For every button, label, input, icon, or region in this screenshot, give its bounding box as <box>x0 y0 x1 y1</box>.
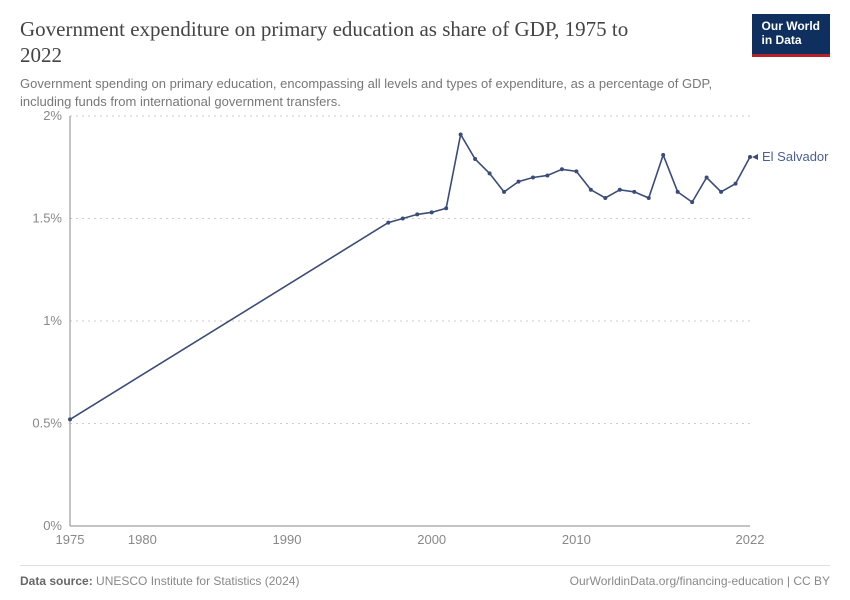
y-tick-label: 0% <box>43 518 62 533</box>
data-point <box>560 167 564 171</box>
logo-line-1: Our World <box>762 19 820 33</box>
data-point <box>632 190 636 194</box>
data-point <box>444 206 448 210</box>
y-tick-label: 1% <box>43 313 62 328</box>
x-tick-label: 1990 <box>273 532 302 547</box>
data-point <box>415 212 419 216</box>
attribution: OurWorldinData.org/financing-education |… <box>570 574 830 588</box>
data-point <box>719 190 723 194</box>
chart-area: 0% 0.5% 1% 1.5% 2% 1975 1980 1990 2000 2010 2022 El… <box>20 110 830 554</box>
data-source: Data source: UNESCO Institute for Statis… <box>20 574 299 588</box>
x-tick-label: 2000 <box>417 532 446 547</box>
logo-line-2: in Data <box>762 33 802 47</box>
data-point <box>459 132 463 136</box>
data-point <box>647 196 651 200</box>
data-point <box>488 171 492 175</box>
data-point <box>603 196 607 200</box>
header: Government expenditure on primary educat… <box>0 0 850 111</box>
data-point <box>734 182 738 186</box>
data-point <box>517 180 521 184</box>
x-tick-label: 1975 <box>56 532 85 547</box>
x-tick-label: 2010 <box>562 532 591 547</box>
data-point <box>661 153 665 157</box>
data-point <box>401 217 405 221</box>
y-tick-label: 2% <box>43 108 62 123</box>
x-tick-label: 1980 <box>128 532 157 547</box>
data-point <box>531 176 535 180</box>
data-point <box>386 221 390 225</box>
x-tick-label: 2022 <box>736 532 765 547</box>
series-label: El Salvador <box>762 149 829 164</box>
data-point <box>430 210 434 214</box>
line-chart: 0% 0.5% 1% 1.5% 2% 1975 1980 1990 2000 2010 2022 El… <box>20 110 830 554</box>
data-point <box>545 173 549 177</box>
data-point <box>574 169 578 173</box>
data-point <box>690 200 694 204</box>
footer: Data source: UNESCO Institute for Statis… <box>20 565 830 588</box>
data-point <box>618 188 622 192</box>
data-point <box>68 417 72 421</box>
series-line <box>70 134 750 419</box>
data-point <box>676 190 680 194</box>
data-point <box>589 188 593 192</box>
y-tick-label: 0.5% <box>32 416 62 431</box>
data-point <box>748 155 752 159</box>
owid-logo: Our World in Data <box>752 14 830 57</box>
series-end-marker <box>752 154 758 160</box>
data-point <box>502 190 506 194</box>
data-point <box>473 157 477 161</box>
y-tick-label: 1.5% <box>32 211 62 226</box>
data-point <box>705 176 709 180</box>
chart-subtitle: Government spending on primary education… <box>20 75 720 111</box>
chart-title: Government expenditure on primary educat… <box>20 16 660 69</box>
